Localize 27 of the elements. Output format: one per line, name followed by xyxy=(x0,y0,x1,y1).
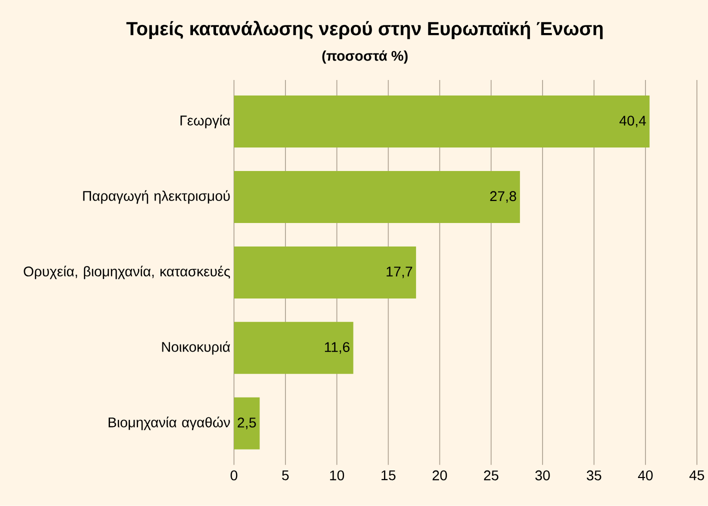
bar xyxy=(234,171,520,224)
data-label: 2,5 xyxy=(238,418,256,430)
x-tick-label: 20 xyxy=(432,470,447,480)
x-tick-label: 45 xyxy=(689,470,704,480)
bar xyxy=(234,246,416,298)
bar xyxy=(234,322,354,374)
bar xyxy=(234,96,650,148)
y-tick-label: Βιομηχανία αγαθών xyxy=(108,416,230,430)
x-tick-label: 10 xyxy=(330,470,344,480)
x-tick-label: 40 xyxy=(638,470,653,480)
x-tick-label: 30 xyxy=(535,470,550,480)
chart-title: Τομείς κατανάλωσης νερού στην Ευρωπαϊκή Ένωση xyxy=(126,20,603,40)
y-tick-label: Νοικοκυριά xyxy=(162,341,230,355)
y-tick-label: Παραγωγή ηλεκτρισμού xyxy=(83,190,230,204)
data-label: 40,4 xyxy=(619,116,646,128)
x-tick-label: 5 xyxy=(282,470,289,480)
data-label: 17,7 xyxy=(386,266,412,278)
y-tick-label: Γεωργία xyxy=(180,114,230,128)
data-label: 11,6 xyxy=(324,342,350,354)
data-label: 27,8 xyxy=(490,191,516,203)
x-tick-label: 35 xyxy=(586,470,602,480)
x-tick-label: 15 xyxy=(382,470,396,480)
y-tick-label: Ορυχεία, βιομηχανία, κατασκευές xyxy=(24,266,230,280)
x-tick-label: 25 xyxy=(484,470,498,480)
chart-subtitle: (ποσοστά %) xyxy=(322,50,408,64)
bar xyxy=(234,397,260,450)
x-tick-label: 0 xyxy=(230,470,238,480)
